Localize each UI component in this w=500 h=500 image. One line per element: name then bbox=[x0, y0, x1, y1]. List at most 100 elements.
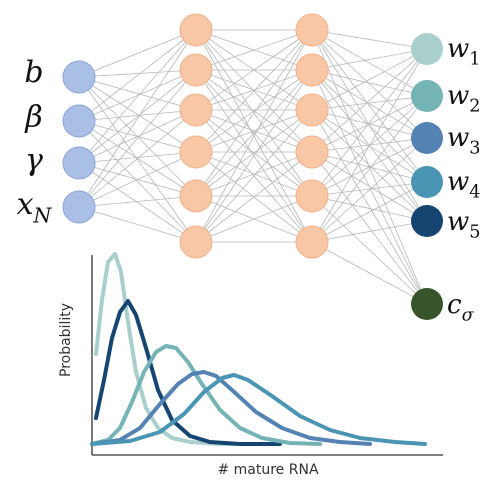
network-edge bbox=[195, 29, 313, 153]
network-edge bbox=[311, 69, 428, 97]
distribution-curve-2 bbox=[94, 299, 282, 446]
hidden-node bbox=[295, 179, 329, 213]
network-edge bbox=[78, 206, 197, 243]
network-nodes bbox=[62, 13, 443, 320]
network-edge bbox=[78, 151, 197, 164]
network-edge bbox=[311, 137, 428, 197]
output-node-w2 bbox=[411, 80, 443, 112]
input-label: xN bbox=[17, 187, 53, 227]
hidden-node bbox=[295, 135, 329, 169]
output-node-w1 bbox=[411, 33, 443, 65]
distribution-curve-3 bbox=[90, 344, 322, 446]
distribution-curve-1 bbox=[94, 252, 262, 446]
output-label-w5: w5 bbox=[447, 207, 481, 242]
network-edge bbox=[78, 29, 197, 164]
network-edge bbox=[311, 181, 428, 197]
distribution-curves bbox=[90, 252, 427, 446]
network-edge bbox=[311, 151, 428, 222]
network-edge bbox=[311, 95, 428, 153]
input-node bbox=[62, 104, 96, 138]
network-edge bbox=[78, 109, 197, 208]
output-label-w3: w3 bbox=[447, 123, 481, 158]
input-node bbox=[62, 146, 96, 180]
network-edge bbox=[195, 29, 313, 243]
inset-y-axis-label: Probability bbox=[58, 303, 74, 377]
network-edges bbox=[78, 29, 428, 305]
distribution-curve-4 bbox=[90, 370, 372, 446]
network-edge bbox=[78, 162, 197, 243]
network-edge bbox=[78, 151, 197, 208]
network-edge bbox=[311, 220, 428, 243]
network-edge bbox=[78, 29, 197, 122]
input-node bbox=[62, 60, 96, 94]
network-edge bbox=[195, 195, 313, 243]
network-edge bbox=[311, 69, 428, 183]
hidden-node bbox=[179, 179, 213, 213]
inset-x-axis-label: # mature RNA bbox=[217, 462, 318, 478]
network-edge bbox=[311, 137, 428, 243]
distribution-inset: # mature RNA Probability bbox=[58, 252, 443, 478]
network-edge bbox=[78, 109, 197, 122]
output-label-w1: w1 bbox=[447, 34, 481, 69]
network-edge bbox=[195, 29, 313, 197]
network-edge bbox=[311, 69, 428, 305]
hidden-node bbox=[295, 93, 329, 127]
distribution-curve-5 bbox=[90, 373, 427, 446]
network-edge bbox=[195, 29, 313, 111]
hidden-node bbox=[179, 93, 213, 127]
output-label-c-sigma: cσ bbox=[447, 290, 475, 325]
network-edge bbox=[195, 151, 313, 197]
network-edge bbox=[195, 109, 313, 153]
network-edge bbox=[78, 76, 197, 111]
input-node bbox=[62, 190, 96, 224]
network-edge bbox=[311, 151, 428, 305]
network-edge bbox=[195, 109, 313, 243]
hidden-node bbox=[295, 53, 329, 87]
network-edge bbox=[78, 69, 197, 208]
network-edge bbox=[311, 48, 428, 111]
network-edge bbox=[311, 29, 428, 183]
network-edge bbox=[195, 69, 313, 111]
network-edge bbox=[311, 29, 428, 97]
network-edge bbox=[195, 29, 313, 71]
network-edge bbox=[78, 69, 197, 78]
network-edge bbox=[195, 109, 313, 197]
network-edge bbox=[78, 69, 197, 164]
hidden-node bbox=[295, 13, 329, 47]
network-edge bbox=[195, 69, 313, 243]
network-edge bbox=[78, 29, 197, 78]
network-edge bbox=[78, 76, 197, 243]
network-edge bbox=[311, 195, 428, 305]
output-label-w4: w4 bbox=[447, 167, 481, 202]
network-edge bbox=[78, 29, 197, 208]
hidden-node bbox=[179, 53, 213, 87]
network-edge bbox=[195, 69, 313, 153]
output-node-w3 bbox=[411, 122, 443, 154]
network-edge bbox=[195, 151, 313, 243]
network-edge bbox=[78, 195, 197, 208]
network-edge bbox=[311, 181, 428, 243]
network-edge bbox=[311, 241, 428, 305]
network-edge bbox=[311, 195, 428, 222]
input-label: b bbox=[24, 55, 43, 90]
network-edge bbox=[311, 95, 428, 111]
network-edge bbox=[311, 95, 428, 243]
node-labels: bβγ xN w1 w2 w3 w4 w5 cσ bbox=[17, 34, 481, 325]
input-label: γ bbox=[25, 143, 43, 178]
output-node-w4 bbox=[411, 166, 443, 198]
network-edge bbox=[311, 109, 428, 305]
hidden-node bbox=[179, 135, 213, 169]
network-edge bbox=[78, 109, 197, 164]
input-label: β bbox=[24, 100, 42, 135]
network-edge bbox=[78, 76, 197, 153]
network-edge bbox=[311, 48, 428, 153]
network-edge bbox=[311, 29, 428, 50]
network-edge bbox=[195, 69, 313, 197]
network-edge bbox=[311, 109, 428, 222]
hidden-node bbox=[179, 13, 213, 47]
network-edge bbox=[78, 69, 197, 122]
hidden-node bbox=[295, 225, 329, 259]
network-edge bbox=[311, 69, 428, 139]
network-edge bbox=[311, 48, 428, 243]
hidden-node bbox=[179, 225, 213, 259]
